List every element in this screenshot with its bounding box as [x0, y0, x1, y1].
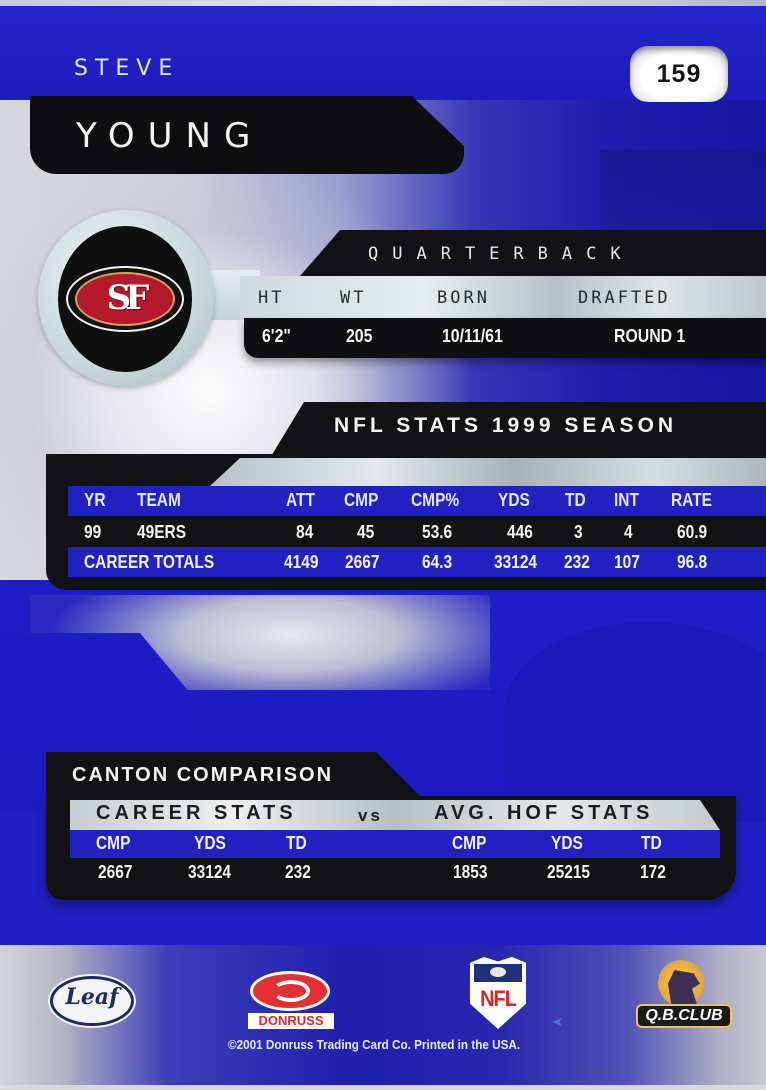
totals-cmp: 2667	[345, 552, 380, 572]
card-number-badge	[630, 46, 728, 102]
totals-att: 4149	[284, 552, 319, 572]
career-col-td: TD	[286, 833, 307, 853]
row-1999-td: 3	[574, 522, 583, 542]
bio-header-bar	[240, 276, 766, 320]
leaf-logo-text: Leaf	[65, 984, 119, 1010]
leaf-logo-icon	[50, 976, 134, 1026]
totals-cmp-pct: 64.3	[422, 552, 453, 572]
sf-monogram-icon: SF	[106, 278, 150, 318]
player-last-name: YOUNG	[76, 116, 264, 156]
vs-label: vs	[358, 806, 383, 825]
row-1999-att: 84	[296, 522, 314, 542]
qb-club-logo-text: Q.B.CLUB	[636, 1004, 732, 1028]
hof-col-yds: YDS	[551, 833, 583, 853]
sf-logo-oval-icon	[75, 272, 175, 326]
career-cmp-value: 2667	[98, 862, 133, 882]
col-header-att: ATT	[286, 490, 315, 510]
col-header-team: TEAM	[137, 490, 181, 510]
position-bar	[300, 230, 766, 276]
nfl-logo-text: NFL	[480, 986, 517, 1011]
row-1999-team: 49ERS	[137, 522, 187, 542]
col-header-td: TD	[565, 490, 586, 510]
col-header-int: INT	[614, 490, 639, 510]
career-col-yds: YDS	[194, 833, 226, 853]
card-top-border	[0, 0, 766, 6]
bio-value-drafted: ROUND 1	[614, 326, 686, 346]
wave-right-mound	[505, 622, 766, 822]
bio-value-born: 10/11/61	[442, 326, 503, 346]
career-col-cmp: CMP	[96, 833, 131, 853]
hof-td-value: 172	[640, 862, 666, 882]
career-td-value: 232	[285, 862, 311, 882]
hof-yds-value: 25215	[547, 862, 591, 882]
bio-value-weight: 205	[346, 326, 373, 346]
row-1999-rate: 60.9	[677, 522, 708, 542]
copyright-text: ©2001 Donruss Trading Card Co. Printed i…	[228, 1037, 521, 1052]
bio-label-weight: WT	[340, 288, 367, 308]
totals-yds: 33124	[494, 552, 538, 572]
col-header-rate: RATE	[671, 490, 712, 510]
hof-stats-heading: AVG. HOF STATS	[434, 802, 654, 824]
hof-col-cmp: CMP	[452, 833, 487, 853]
col-header-cmp: CMP	[344, 490, 379, 510]
canton-title-bar	[46, 752, 426, 802]
row-1999-int: 4	[624, 522, 633, 542]
hof-cmp-value: 1853	[453, 862, 488, 882]
stats-silver-strip	[210, 458, 766, 486]
canton-title: CANTON COMPARISON	[72, 764, 334, 786]
canton-header-row	[70, 830, 720, 858]
canton-subheader-bar	[70, 800, 720, 830]
bio-value-height: 6'2"	[262, 326, 291, 346]
col-header-cmp-pct: CMP%	[411, 490, 460, 510]
card-bottom-border	[0, 1085, 766, 1090]
donruss-d-mark-icon	[272, 980, 310, 1002]
bio-values-bar	[244, 318, 766, 358]
bio-label-drafted: DRAFTED	[578, 288, 671, 308]
arrow-mark-icon	[552, 1018, 562, 1026]
card-number: 159	[656, 60, 702, 88]
hof-col-td: TD	[641, 833, 662, 853]
totals-int: 107	[614, 552, 640, 572]
totals-rate: 96.8	[677, 552, 708, 572]
nfl-football-icon	[490, 967, 506, 977]
row-1999-cmp-pct: 53.6	[422, 522, 453, 542]
col-header-yr: YR	[84, 490, 106, 510]
stats-header-row	[68, 486, 766, 516]
row-1999-yds: 446	[507, 522, 533, 542]
totals-td: 232	[564, 552, 590, 572]
last-name-bar	[30, 96, 464, 174]
row-1999-yr: 99	[84, 522, 102, 542]
career-stats-heading: CAREER STATS	[96, 802, 297, 824]
bio-label-height: HT	[258, 288, 285, 308]
col-header-yds: YDS	[498, 490, 530, 510]
player-position: QUARTERBACK	[368, 244, 635, 264]
stats-title-bar	[270, 402, 766, 458]
stats-title: NFL STATS 1999 SEASON	[334, 414, 678, 437]
bio-label-born: BORN	[437, 288, 490, 308]
stats-totals-row	[68, 547, 766, 577]
career-yds-value: 33124	[188, 862, 232, 882]
player-first-name: STEVE	[74, 56, 180, 81]
totals-label: CAREER TOTALS	[84, 552, 215, 572]
row-1999-cmp: 45	[357, 522, 375, 542]
donruss-logo-text: DONRUSS	[248, 1013, 334, 1029]
